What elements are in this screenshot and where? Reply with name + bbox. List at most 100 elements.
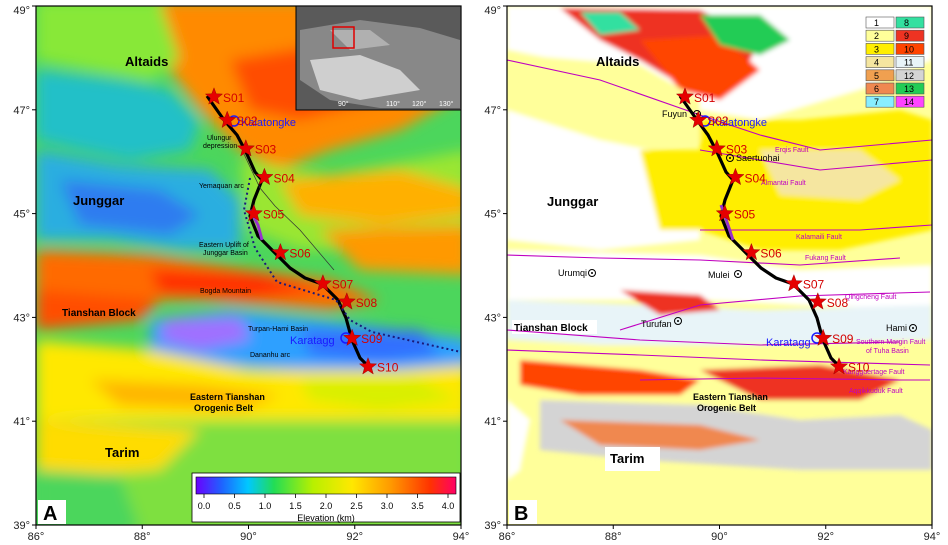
colorbar-tick-label: 4.0: [442, 501, 455, 511]
legend-swatch: [865, 69, 895, 82]
city-urumqi: Urumqi: [558, 268, 587, 278]
legend-swatch: [865, 82, 895, 95]
station-marker: [255, 167, 274, 186]
station-marker: [707, 139, 726, 157]
legend-swatch: [865, 29, 895, 42]
colorbar-tick-label: 0.0: [198, 501, 211, 511]
legend-swatch: [865, 56, 895, 68]
station-label: S09: [361, 332, 383, 346]
lon-tick-label: 92°: [346, 531, 363, 543]
station-label: S08: [827, 296, 849, 310]
fault-erqis: Erqis Fault: [775, 147, 809, 154]
feature-dananhu: Dananhu arc: [250, 352, 291, 359]
lat-tick-label: 43°: [484, 312, 501, 324]
inset-map: 90° 110° 120° 130°: [295, 5, 462, 111]
legend-number: 12: [904, 71, 914, 81]
fault-kalamaili: Kalamaili Fault: [796, 234, 842, 241]
feature-ulungur: Ulungur: [207, 135, 232, 142]
fault-aqqikkuduk: Aqqikkuduk Fault: [849, 388, 903, 395]
legend-swatch: [895, 43, 925, 55]
lon-tick-label: 90°: [240, 531, 257, 543]
city-hami: Hami: [886, 323, 907, 333]
legend-number: 5: [874, 71, 879, 81]
fault-qingcheng: Qingcheng Fault: [845, 294, 896, 301]
region-label-orogenic-belt: Orogenic Belt: [194, 403, 253, 413]
station-marker: [313, 274, 332, 292]
station-label: S03: [255, 143, 277, 157]
station-marker: [784, 274, 803, 292]
fault-almantai: Almantai Fault: [761, 180, 806, 187]
station-label: S01: [694, 91, 716, 105]
geology-map: [507, 6, 932, 525]
lat-tick-label: 45°: [484, 209, 501, 221]
station-label: S09: [832, 332, 854, 346]
lat-tick-label: 45°: [13, 209, 30, 221]
station-marker: [813, 328, 833, 346]
station-label: S08: [356, 296, 378, 310]
geology-legend: 1 8 2 9 3 10 4 11 5 12 6 13 7 14: [865, 16, 925, 108]
lon-tick-label: 90°: [711, 531, 728, 543]
region-label-tianshan: Tianshan Block: [62, 308, 136, 319]
lat-tick-label: 39°: [13, 520, 30, 532]
region-label-tarim-b: Tarim: [610, 451, 644, 466]
lon-tick-label: 88°: [134, 531, 151, 543]
legend-number: 8: [904, 18, 909, 28]
legend-number: 14: [904, 97, 914, 107]
panel-label-b: B: [514, 503, 528, 525]
legend-number: 7: [874, 97, 879, 107]
panel-label-a: A: [43, 503, 57, 525]
legend-swatch: [895, 82, 925, 95]
feature-depression: depression: [203, 143, 237, 150]
lon-tick-label: 86°: [28, 531, 45, 543]
feature-yemaquan: Yemaquan arc: [199, 183, 244, 190]
legend-swatch: [895, 16, 925, 29]
lon-tick-label: 94°: [453, 531, 470, 543]
city-mulei: Mulei: [708, 270, 730, 280]
legend-number: 10: [904, 44, 914, 54]
station-marker: [244, 204, 263, 222]
inset-tick: 130°: [439, 100, 454, 108]
region-label-eastern-tianshan: Eastern Tianshan: [190, 392, 265, 402]
legend-swatch: [865, 43, 895, 55]
legend-number: 3: [874, 44, 879, 54]
city-saertuohai: Saertuohai: [736, 153, 780, 163]
panel-a: 90° 110° 120° 130° Altaids Junggar Tians…: [35, 5, 462, 526]
station-marker: [218, 110, 237, 128]
station-marker: [689, 110, 708, 128]
legend-swatch: [895, 95, 925, 108]
kalatongke-label: Kalatongke: [241, 117, 296, 129]
lon-tick-label: 86°: [499, 531, 516, 543]
station-label: S05: [263, 208, 285, 222]
karatagg-label-b: Karatagg: [766, 337, 811, 349]
fault-fukang: Fukang Fault: [805, 255, 846, 262]
colorbar-tick-label: 2.5: [350, 501, 363, 511]
station-label: S04: [273, 171, 295, 185]
feature-junggar-basin: Junggar Basin: [203, 250, 248, 257]
station-label: S07: [803, 278, 825, 292]
colorbar-title: Elevation (km): [297, 513, 355, 523]
city-turufan: Turufan: [641, 319, 672, 329]
station-label: S04: [744, 171, 766, 185]
lat-tick-label: 47°: [13, 105, 30, 117]
station-label: S10: [848, 361, 870, 375]
region-label-eastern-tianshan-b: Eastern Tianshan: [693, 392, 768, 402]
colorbar-tick-label: 0.5: [228, 501, 241, 511]
legend-number: 1: [874, 18, 879, 28]
station-marker: [808, 292, 827, 310]
station-marker: [204, 87, 224, 105]
region-label-tarim: Tarim: [105, 445, 139, 460]
legend-swatch: [895, 56, 925, 68]
station-marker: [675, 87, 695, 105]
lon-tick-label: 94°: [924, 531, 941, 543]
lat-tick-label: 39°: [484, 520, 501, 532]
station-label: S02: [236, 114, 258, 128]
station-marker: [358, 357, 378, 375]
station-marker: [342, 328, 362, 346]
station-label: S10: [377, 361, 399, 375]
inset-tick: 120°: [412, 100, 427, 108]
legend-number: 13: [904, 84, 914, 94]
legend-swatch: [865, 95, 895, 108]
